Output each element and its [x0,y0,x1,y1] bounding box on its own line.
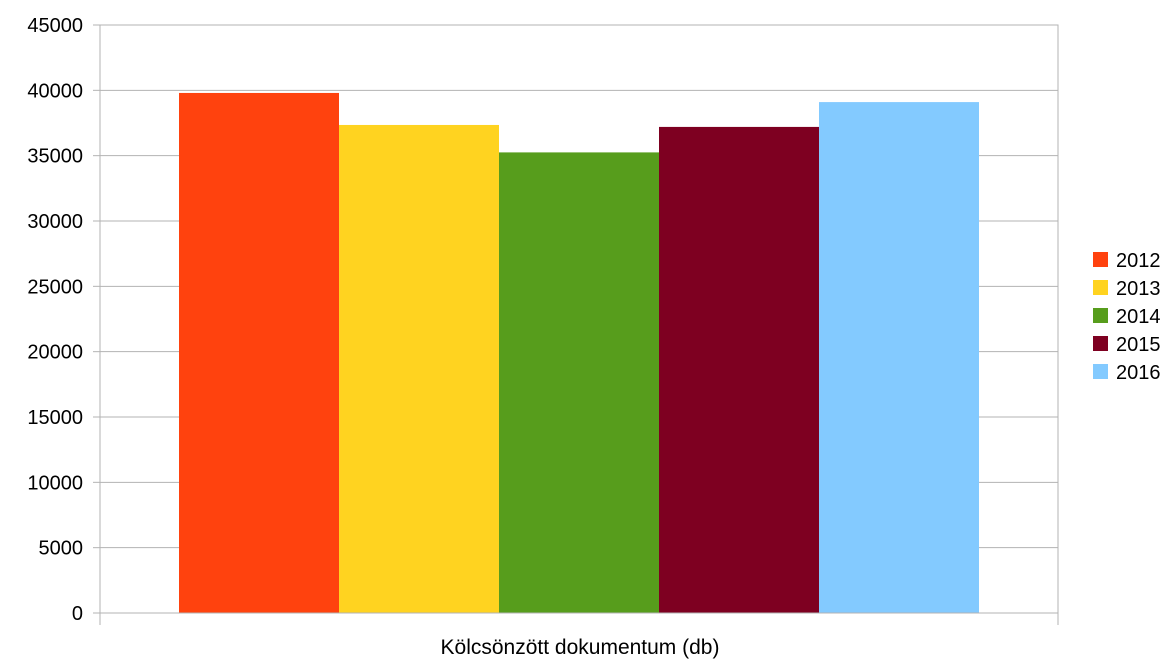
legend-swatch-2016 [1093,364,1108,379]
y-tick-label: 5000 [39,538,84,560]
legend: 2012 2013 2014 2015 2016 [1093,250,1161,384]
legend-swatch-2012 [1093,252,1108,267]
legend-swatch-2015 [1093,336,1108,351]
plot-frame [99,24,1059,614]
legend-swatch-2013 [1093,280,1108,295]
y-tick-label: 0 [72,603,83,625]
y-tick-label: 45000 [27,15,83,37]
legend-label-2012: 2012 [1116,250,1161,272]
legend-label-2013: 2013 [1116,278,1161,300]
bar-2016 [819,102,979,614]
y-tick-label: 35000 [27,146,83,168]
category-label: Kölcsönzött dokumentum (db) [441,636,720,659]
axes [99,24,1059,625]
bar-2012 [179,92,339,614]
y-tick-label: 25000 [27,276,83,298]
legend-label-2014: 2014 [1116,306,1161,328]
legend-label-2016: 2016 [1116,362,1161,384]
x-axis-labels: Kölcsönzött dokumentum (db) [441,636,720,659]
bar-2013 [339,124,499,614]
legend-label-2015: 2015 [1116,334,1161,356]
y-tick-label: 20000 [27,342,83,364]
legend-swatch-2014 [1093,308,1108,323]
bar-2015 [659,126,819,614]
y-tick-label: 10000 [27,472,83,494]
y-tick-label: 15000 [27,407,83,429]
bar-2014 [499,152,659,613]
y-tick-label: 40000 [27,80,83,102]
y-tick-label: 30000 [27,211,83,233]
y-axis-ticks: 0 5000 10000 15000 20000 25000 30000 35000 40000… [27,15,100,625]
bars [179,92,979,614]
